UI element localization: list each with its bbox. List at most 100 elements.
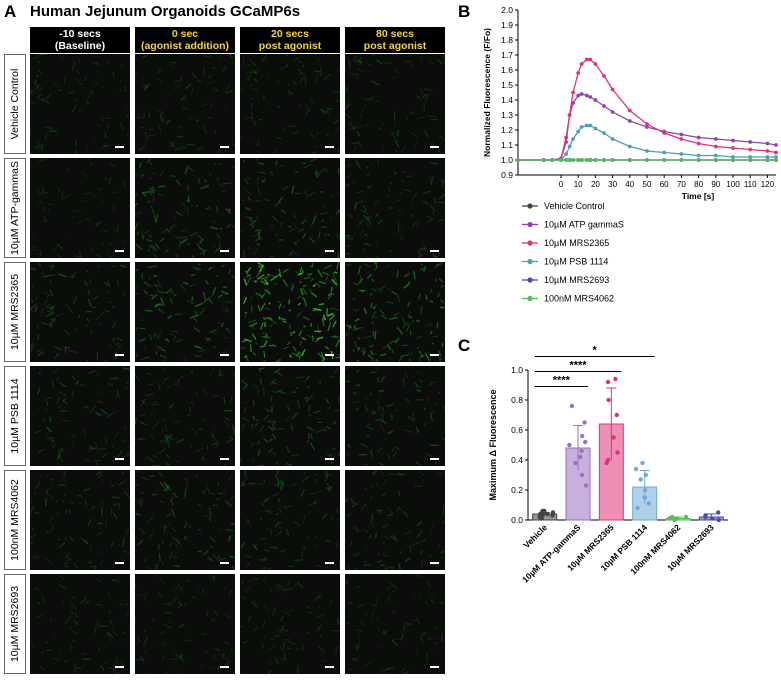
cell-mark bbox=[190, 401, 194, 406]
cell-mark bbox=[72, 669, 78, 673]
cell-mark bbox=[365, 544, 367, 550]
cell-mark bbox=[246, 274, 251, 278]
cell-mark bbox=[49, 416, 52, 423]
cell-mark bbox=[345, 366, 347, 371]
cell-mark bbox=[58, 574, 65, 581]
cell-mark bbox=[244, 206, 251, 211]
cell-mark bbox=[263, 556, 267, 560]
cell-mark bbox=[135, 374, 141, 382]
cell-mark bbox=[225, 90, 234, 94]
cell-mark bbox=[262, 497, 270, 503]
cell-mark bbox=[402, 510, 409, 518]
y-tick-label: 2.0 bbox=[501, 5, 513, 15]
micrograph-image bbox=[240, 262, 340, 362]
cell-mark bbox=[60, 56, 64, 59]
cell-mark bbox=[287, 641, 296, 645]
cell-mark bbox=[357, 221, 361, 230]
row-label-text: 10µM ATP-gammaS bbox=[9, 161, 21, 255]
cell-mark bbox=[303, 325, 306, 328]
cell-mark bbox=[419, 635, 425, 645]
cell-mark bbox=[84, 499, 88, 508]
cell-mark bbox=[150, 205, 155, 215]
cell-mark bbox=[83, 540, 89, 545]
cell-mark bbox=[199, 146, 204, 150]
cell-mark bbox=[30, 299, 34, 303]
cell-mark bbox=[224, 208, 231, 211]
cell-mark bbox=[70, 433, 75, 437]
cell-mark bbox=[442, 505, 445, 515]
cell-mark bbox=[46, 294, 51, 297]
series-point bbox=[584, 123, 589, 128]
cell-mark bbox=[267, 74, 271, 77]
cell-mark bbox=[158, 576, 165, 585]
cell-mark bbox=[359, 57, 362, 63]
cell-mark bbox=[190, 426, 195, 431]
cell-mark bbox=[240, 595, 247, 600]
data-point bbox=[579, 448, 584, 454]
cell-mark bbox=[223, 336, 228, 339]
cell-mark bbox=[383, 667, 390, 672]
cell-mark bbox=[385, 264, 391, 268]
micrograph-tile bbox=[345, 54, 445, 154]
cell-mark bbox=[70, 611, 75, 615]
micrograph-tile bbox=[30, 158, 130, 258]
series-point bbox=[696, 135, 701, 140]
cell-mark bbox=[411, 222, 417, 228]
series-point bbox=[627, 108, 632, 113]
cell-mark bbox=[382, 541, 385, 545]
cell-mark bbox=[437, 292, 441, 298]
cell-mark bbox=[282, 610, 291, 617]
cell-mark bbox=[63, 329, 70, 336]
row-label-text: Vehicle Control bbox=[9, 68, 21, 140]
y-tick-label: 1.4 bbox=[501, 95, 513, 105]
series-point bbox=[588, 158, 593, 162]
cell-mark bbox=[113, 148, 119, 151]
cell-mark bbox=[88, 486, 93, 491]
cell-mark bbox=[324, 264, 332, 269]
cell-mark bbox=[37, 60, 41, 64]
cell-mark bbox=[352, 54, 359, 62]
cell-mark bbox=[111, 628, 118, 637]
cell-mark bbox=[85, 600, 91, 605]
cell-mark bbox=[330, 286, 333, 293]
cell-mark bbox=[111, 579, 120, 583]
cell-mark bbox=[391, 290, 398, 296]
cell-mark bbox=[345, 237, 353, 240]
cell-mark bbox=[276, 587, 285, 590]
cell-mark bbox=[272, 421, 275, 427]
cell-mark bbox=[364, 568, 366, 570]
cell-mark bbox=[259, 322, 264, 330]
cell-mark bbox=[423, 87, 433, 91]
cell-mark bbox=[315, 564, 323, 568]
cell-mark bbox=[285, 418, 288, 422]
cell-mark bbox=[142, 84, 148, 88]
cell-mark bbox=[213, 554, 218, 560]
row-label-text: 100nM MRS4062 bbox=[9, 479, 21, 561]
cell-mark bbox=[163, 524, 166, 533]
cell-mark bbox=[319, 211, 328, 216]
cell-mark bbox=[36, 615, 39, 619]
cell-mark bbox=[357, 346, 361, 352]
cell-mark bbox=[37, 353, 40, 356]
cell-mark bbox=[208, 517, 212, 522]
cell-mark bbox=[112, 71, 115, 77]
cell-mark bbox=[34, 587, 39, 590]
cell-mark bbox=[229, 54, 233, 59]
cell-mark bbox=[244, 178, 249, 185]
cell-mark bbox=[216, 234, 221, 239]
micrograph-image bbox=[240, 367, 340, 466]
cell-mark bbox=[192, 265, 200, 272]
cell-mark bbox=[119, 122, 124, 132]
cell-mark bbox=[62, 599, 65, 603]
cell-mark bbox=[114, 431, 119, 439]
cell-mark bbox=[144, 672, 146, 674]
cell-mark bbox=[410, 213, 414, 218]
cell-mark bbox=[277, 300, 281, 304]
cell-mark bbox=[83, 280, 87, 284]
data-point bbox=[716, 517, 721, 523]
cell-mark bbox=[213, 504, 219, 507]
cell-mark bbox=[209, 226, 219, 230]
cell-mark bbox=[330, 514, 334, 521]
cell-mark bbox=[255, 215, 259, 219]
series-point bbox=[731, 158, 735, 162]
